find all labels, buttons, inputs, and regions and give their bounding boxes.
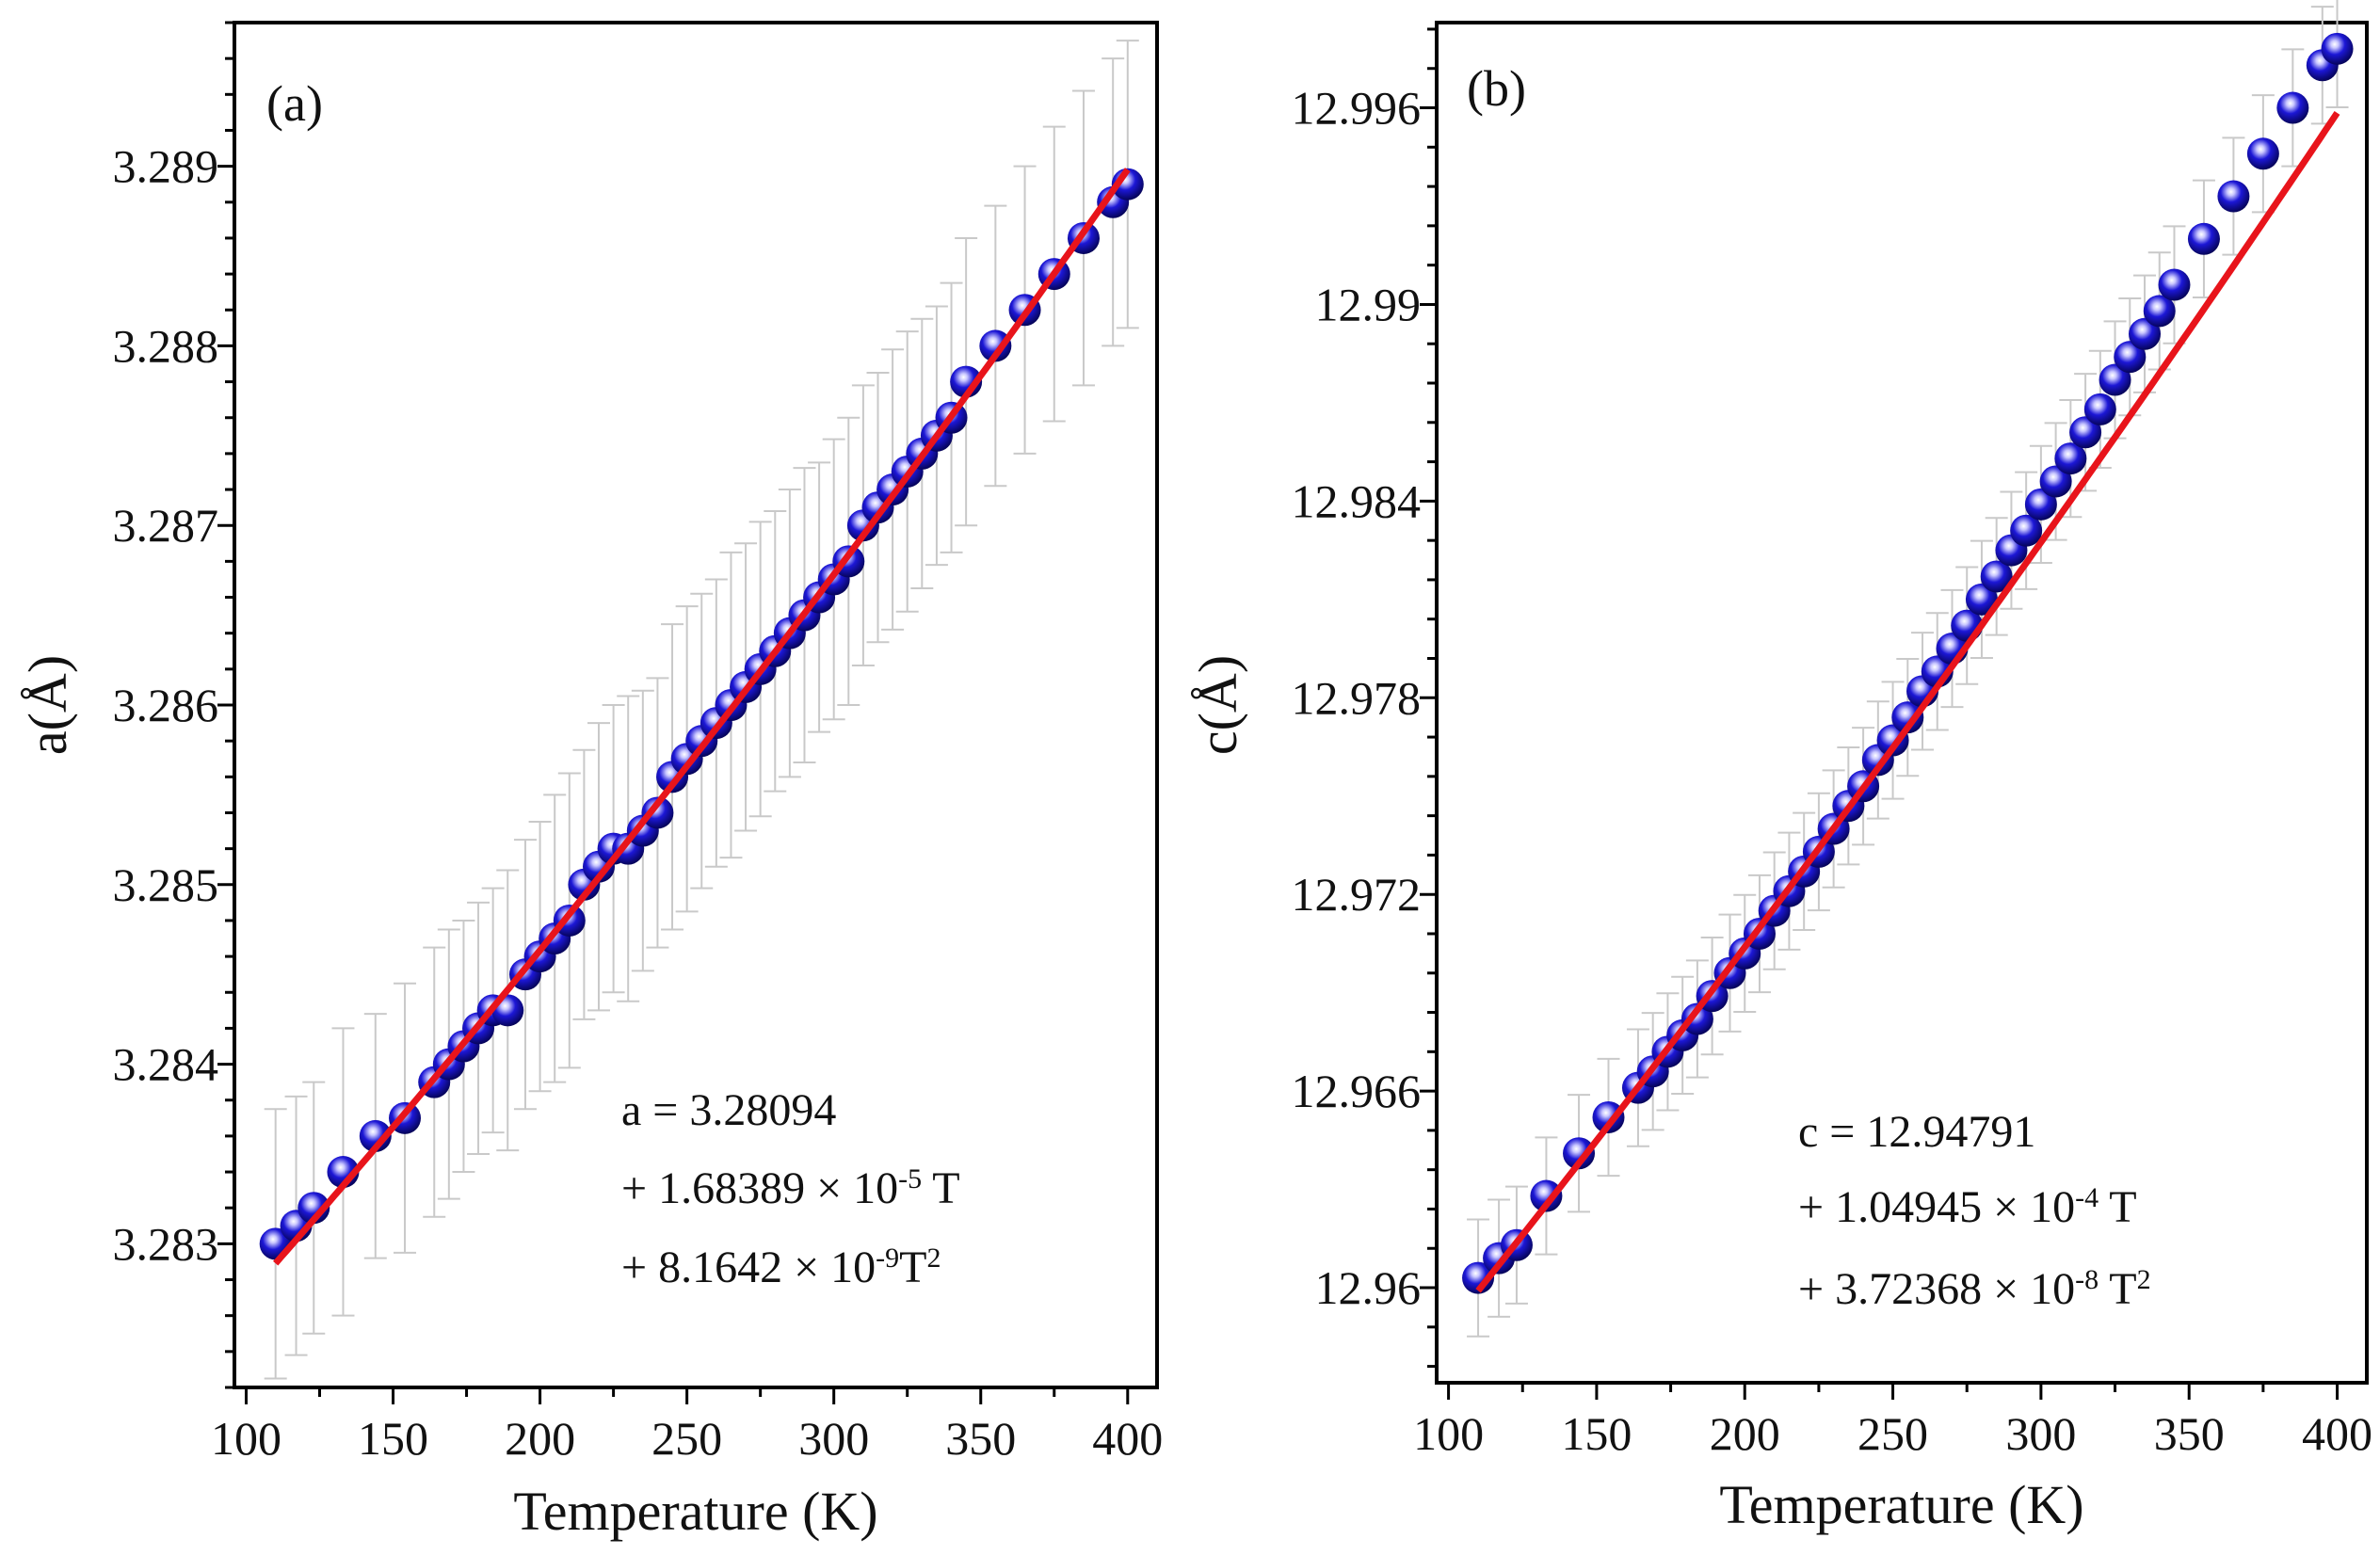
y-tick-label: 3.287	[113, 499, 219, 552]
panel-b: 100 150 200 250 300 350 400 12.96 12.966 12.972 12…	[1187, 0, 2372, 1535]
data-point	[2010, 514, 2043, 547]
data-point	[1965, 583, 1998, 616]
data-point	[2187, 222, 2220, 255]
fit-equation-b: c = 12.94791 + 1.04945 × 10-4 T + 3.7236…	[1798, 1107, 2151, 1314]
equation-line-2-b: + 1.04945 × 10-4 T	[1798, 1182, 2137, 1233]
fit-curve-a	[273, 168, 1131, 1266]
data-point	[2099, 363, 2131, 396]
data-point	[2246, 137, 2279, 170]
y-tick-label: 3.286	[113, 679, 219, 731]
data-point	[1680, 1002, 1713, 1035]
data-point	[1980, 560, 2013, 593]
y-tick-label: 12.996	[1292, 82, 1422, 135]
x-tick-label: 350	[2154, 1407, 2225, 1460]
y-tick-label: 12.984	[1292, 474, 1422, 527]
y-tick-label: 12.966	[1292, 1065, 1422, 1117]
data-point	[2143, 295, 2176, 328]
x-tick-label: 400	[2302, 1407, 2372, 1460]
x-tick-label: 350	[945, 1412, 1016, 1465]
equation-line-1-b: c = 12.94791	[1798, 1107, 2035, 1157]
x-tick-label: 250	[1857, 1407, 1928, 1460]
data-point	[2114, 341, 2147, 374]
data-point	[2024, 488, 2057, 521]
data-point	[641, 796, 674, 829]
data-point	[2276, 91, 2309, 124]
panel-label-a: (a)	[266, 75, 323, 132]
data-point	[359, 1119, 392, 1152]
x-tick-label: 300	[2005, 1407, 2076, 1460]
axis-ticks-b: 100 150 200 250 300 350 400 12.96 12.966 12.972 12…	[1292, 27, 2372, 1460]
data-point	[2158, 268, 2191, 301]
x-tick-label: 400	[1092, 1412, 1163, 1465]
equation-line-2-a: + 1.68389 × 10-5 T	[621, 1163, 960, 1214]
data-point	[2321, 32, 2354, 65]
x-tick-label: 200	[1710, 1407, 1780, 1460]
fit-curve-b	[1475, 110, 2340, 1293]
x-tick-label: 300	[798, 1412, 869, 1465]
x-tick-label: 200	[505, 1412, 575, 1465]
data-points-a	[259, 168, 1144, 1260]
y-tick-label: 3.283	[113, 1217, 219, 1270]
data-point	[1563, 1137, 1596, 1170]
data-point	[2217, 180, 2250, 213]
data-point	[2069, 416, 2102, 449]
y-tick-label: 12.96	[1315, 1261, 1422, 1314]
equation-line-3-a: + 8.1642 × 10-9T2	[621, 1242, 941, 1293]
x-tick-label: 150	[1561, 1407, 1632, 1460]
data-point	[2129, 317, 2162, 350]
plot-frame-b	[1435, 21, 2369, 1385]
data-point	[2054, 442, 2087, 475]
y-tick-label: 3.289	[113, 140, 219, 193]
equation-line-1-a: a = 3.28094	[621, 1085, 836, 1135]
x-tick-label: 250	[651, 1412, 722, 1465]
y-tick-label: 3.285	[113, 858, 219, 911]
y-axis-title-a: a(Å)	[17, 655, 78, 755]
x-tick-label: 100	[211, 1412, 281, 1465]
x-tick-label: 100	[1413, 1407, 1484, 1460]
data-point	[979, 329, 1012, 362]
y-tick-label: 12.978	[1292, 671, 1422, 724]
y-tick-label: 12.99	[1315, 278, 1422, 330]
axis-ticks-a: 100 150 200 250 300 350 400 3.283 3.284 3.285 3.28…	[113, 21, 1163, 1465]
y-axis-title-b: c(Å)	[1187, 655, 1248, 755]
fit-equation-a: a = 3.28094 + 1.68389 × 10-5 T + 8.1642 …	[621, 1085, 960, 1292]
data-point	[2039, 465, 2072, 498]
y-tick-label: 3.288	[113, 319, 219, 372]
panel-a: 100 150 200 250 300 350 400 3.283 3.284 3.285 3.28…	[17, 21, 1163, 1542]
data-point	[298, 1192, 330, 1225]
equation-line-3-b: + 3.72368 × 10-8 T2	[1798, 1264, 2151, 1315]
data-point	[1891, 701, 1924, 734]
data-point	[1592, 1100, 1625, 1133]
data-point	[2083, 393, 2116, 425]
x-axis-title-b: Temperature (K)	[1719, 1474, 2083, 1535]
data-point	[1530, 1179, 1563, 1212]
y-tick-label: 3.284	[113, 1038, 219, 1091]
x-axis-title-a: Temperature (K)	[513, 1481, 877, 1542]
panel-label-b: (b)	[1467, 60, 1526, 117]
y-tick-label: 12.972	[1292, 868, 1422, 921]
x-tick-label: 150	[358, 1412, 428, 1465]
